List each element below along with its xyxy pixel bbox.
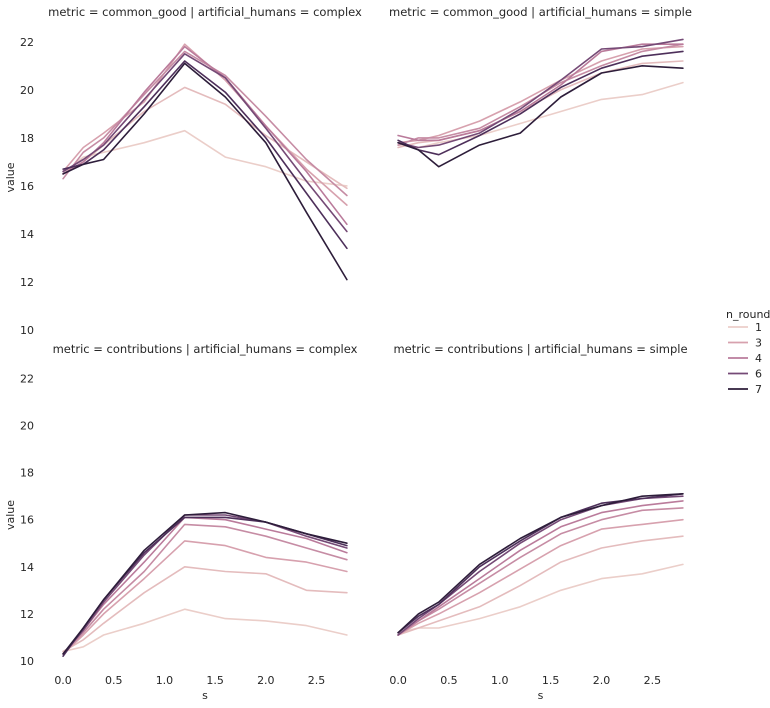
y-axis-label: value	[4, 162, 17, 192]
series-line-7	[62, 60, 348, 250]
y-axis-label: value	[4, 500, 17, 530]
series-line-1	[62, 608, 348, 653]
legend-label: 4	[755, 352, 762, 365]
legend-entry: 1	[728, 321, 762, 334]
y-tick-label: 14	[20, 228, 34, 241]
panel-title: metric = common_good | artificial_humans…	[48, 5, 362, 19]
series-line-4	[62, 523, 348, 655]
y-tick-label: 16	[20, 514, 34, 527]
legend-entry: 6	[728, 368, 762, 381]
x-tick-label: 1.0	[156, 674, 174, 687]
facet-panel-1: metric = common_good | artificial_humans…	[4, 5, 362, 337]
x-tick-label: 2.0	[257, 674, 275, 687]
y-tick-label: 22	[20, 372, 34, 385]
legend-entries: 1 3 4 6 7	[728, 321, 762, 396]
x-tick-label: 1.5	[206, 674, 224, 687]
legend-entry: 4	[728, 352, 762, 365]
facet-panel-2: metric = common_good | artificial_humans…	[389, 5, 692, 168]
facet-panels: metric = common_good | artificial_humans…	[4, 5, 692, 702]
x-axis-label: s	[202, 689, 208, 702]
series-line-6	[62, 52, 348, 233]
series-line-7	[397, 492, 684, 634]
series-line-3	[397, 518, 684, 636]
x-tick-label: 2.0	[593, 674, 611, 687]
legend-label: 1	[755, 321, 762, 334]
series-line-3	[62, 43, 348, 206]
x-tick-label: 0.0	[54, 674, 72, 687]
series-line-5	[397, 500, 684, 636]
series-line-2	[62, 565, 348, 653]
x-tick-label: 1.0	[491, 674, 509, 687]
series-line-2	[397, 535, 684, 636]
x-tick-label: 0.5	[440, 674, 458, 687]
series-line-4	[397, 507, 684, 636]
y-tick-label: 20	[20, 420, 34, 433]
series-line-6	[397, 495, 684, 636]
series-line-5	[62, 516, 348, 655]
panel-title: metric = contributions | artificial_huma…	[53, 342, 358, 356]
series-line-2	[62, 86, 348, 190]
series-line-5	[397, 43, 684, 142]
series-line-6	[62, 514, 348, 655]
x-tick-label: 0.5	[105, 674, 123, 687]
x-axis-label: s	[538, 689, 544, 702]
x-tick-label: 0.0	[389, 674, 407, 687]
series-line-6	[397, 38, 684, 149]
legend: n_rounds 1 3 4 6 7	[726, 308, 770, 396]
y-tick-label: 14	[20, 561, 34, 574]
x-tick-label: 1.5	[542, 674, 560, 687]
series-line-7	[397, 50, 684, 156]
y-tick-label: 12	[20, 276, 34, 289]
legend-entry: 3	[728, 337, 762, 350]
y-tick-label: 12	[20, 608, 34, 621]
series-line-8	[62, 511, 348, 655]
series-line-8	[62, 62, 348, 281]
y-tick-label: 20	[20, 84, 34, 97]
panel-title: metric = contributions | artificial_huma…	[393, 342, 687, 356]
y-tick-label: 10	[20, 655, 34, 668]
legend-title: n_rounds	[726, 308, 770, 321]
y-tick-label: 22	[20, 36, 34, 49]
y-tick-label: 18	[20, 467, 34, 480]
legend-entry: 7	[728, 383, 762, 396]
series-line-4	[397, 43, 684, 146]
y-tick-label: 10	[20, 324, 34, 337]
legend-label: 7	[755, 383, 762, 396]
series-line-8	[397, 492, 684, 634]
legend-label: 3	[755, 337, 762, 350]
legend-label: 6	[755, 368, 762, 381]
x-tick-label: 2.5	[308, 674, 326, 687]
series-line-3	[62, 540, 348, 655]
y-tick-label: 16	[20, 180, 34, 193]
facet-panel-3: metric = contributions | artificial_huma…	[4, 342, 358, 702]
facet-panel-4: metric = contributions | artificial_huma…	[389, 342, 687, 702]
y-tick-label: 18	[20, 132, 34, 145]
x-tick-label: 2.5	[644, 674, 662, 687]
panel-title: metric = common_good | artificial_humans…	[389, 5, 692, 19]
series-line-4	[62, 50, 348, 197]
series-line-8	[397, 65, 684, 168]
series-line-1	[397, 563, 684, 634]
